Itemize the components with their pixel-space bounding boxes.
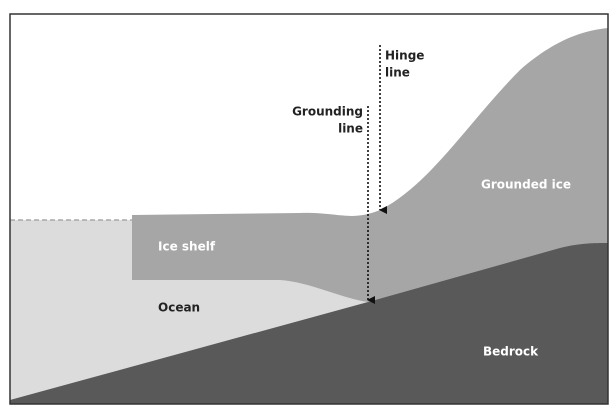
bedrock-label: Bedrock [483, 345, 539, 359]
ocean-label: Ocean [158, 301, 200, 315]
grounded-ice-label: Grounded ice [481, 178, 571, 192]
grounding-label: Grounding [292, 105, 363, 119]
bedrock-area [10, 243, 608, 404]
frame [9, 13, 609, 405]
hinge-label: line [385, 66, 410, 80]
grounding-label: line [338, 122, 363, 136]
hinge-label: Hinge [385, 49, 424, 63]
ice-shelf-label: Ice shelf [158, 240, 216, 254]
